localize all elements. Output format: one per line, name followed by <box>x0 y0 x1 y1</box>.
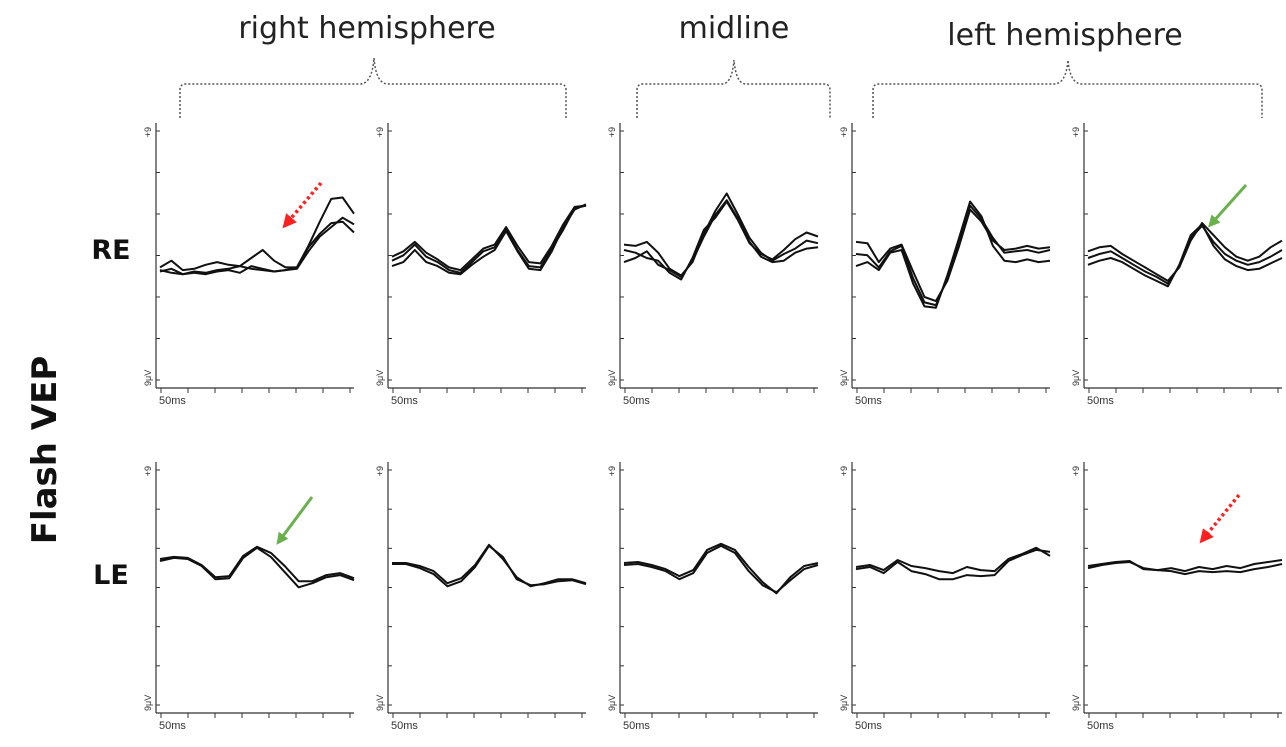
vep-panel-le-1: 50ms +9 9μV <box>143 462 355 732</box>
panel-y-top-label: +9 <box>839 127 849 137</box>
vep-panel-le-3: 50ms +9 9μV <box>607 462 819 732</box>
vep-trace-2 <box>1087 561 1283 576</box>
panel-y-unit-label: 9μV <box>143 695 153 711</box>
panel-x-tick-label: 50ms <box>623 720 650 732</box>
panel-y-unit-label: 9μV <box>375 695 385 711</box>
green-arrow <box>1207 183 1248 228</box>
red-dotted-arrow <box>282 181 323 229</box>
vep-trace-2 <box>159 546 355 589</box>
panel-y-top-label: +9 <box>143 127 153 137</box>
panels: 50ms+99μV50ms+99μV50ms+99μV50ms+99μV50ms… <box>143 123 1283 732</box>
vep-trace-2 <box>392 543 587 588</box>
panel-y-top-label: +9 <box>607 466 617 476</box>
panel-x-tick-label: 50ms <box>1087 395 1114 407</box>
panel-y-top-label: +9 <box>375 127 385 137</box>
vep-panel-le-2: 50ms +9 9μV <box>375 462 587 732</box>
vep-trace-3 <box>391 204 587 272</box>
panel-y-unit-label: 9μV <box>143 370 153 386</box>
group-label-midline: midline <box>679 11 790 46</box>
vep-panel-re-1: 50ms +9 9μV <box>143 123 355 407</box>
vep-trace-2 <box>623 192 819 277</box>
panel-y-unit-label: 9μV <box>1071 370 1081 386</box>
panel-x-tick-label: 50ms <box>391 720 418 732</box>
panel-x-tick-label: 50ms <box>855 395 882 407</box>
vep-trace-2 <box>623 542 819 595</box>
panel-y-unit-label: 9μV <box>839 370 849 386</box>
panel-x-tick-label: 50ms <box>159 395 186 407</box>
vep-panel-le-4: 50ms +9 9μV <box>839 462 1051 732</box>
panel-y-unit-label: 9μV <box>607 370 617 386</box>
vep-trace-1 <box>623 544 819 594</box>
panel-x-tick-label: 50ms <box>1087 720 1114 732</box>
row-label-re: RE <box>91 235 130 266</box>
panel-y-unit-label: 9μV <box>375 370 385 386</box>
y-axis-title: Flash VEP <box>25 356 65 545</box>
vep-panel-le-5: 50ms +9 9μV <box>1071 462 1283 732</box>
panel-x-tick-label: 50ms <box>623 395 650 407</box>
panel-x-tick-label: 50ms <box>391 395 418 407</box>
panel-y-unit-label: 9μV <box>607 695 617 711</box>
vep-trace-2 <box>855 548 1051 581</box>
vep-panel-re-3: 50ms +9 9μV <box>607 123 819 407</box>
vep-trace-1 <box>855 546 1051 575</box>
vep-panel-re-2: 50ms +9 9μV <box>375 123 587 407</box>
panel-y-top-label: +9 <box>1071 466 1081 476</box>
vep-trace-1 <box>159 220 355 272</box>
row-label-le: LE <box>93 560 129 591</box>
vep-trace-2 <box>391 203 587 276</box>
vep-trace-3 <box>623 199 819 278</box>
vep-panel-re-5: 50ms +9 9μV <box>1071 123 1283 407</box>
panel-y-unit-label: 9μV <box>1071 695 1081 711</box>
panel-y-top-label: +9 <box>143 466 153 476</box>
brace-left-hemisphere <box>872 59 1263 118</box>
panel-y-unit-label: 9μV <box>839 695 849 711</box>
panel-y-top-label: +9 <box>839 466 849 476</box>
group-label-right-hemisphere: right hemisphere <box>238 11 495 46</box>
vep-trace-3 <box>855 200 1051 309</box>
red-dotted-arrow <box>1199 493 1241 544</box>
vep-trace-2 <box>159 216 355 276</box>
panel-y-top-label: +9 <box>375 466 385 476</box>
vep-panel-re-4: 50ms +9 9μV <box>839 123 1051 407</box>
green-arrow <box>276 496 314 545</box>
vep-trace-3 <box>1087 223 1283 288</box>
panel-x-tick-label: 50ms <box>855 720 882 732</box>
vep-trace-1 <box>623 200 819 281</box>
panel-x-tick-label: 50ms <box>159 720 186 732</box>
group-label-left-hemisphere: left hemisphere <box>947 18 1182 53</box>
vep-trace-3 <box>159 196 355 276</box>
brace-right-hemisphere <box>179 57 567 118</box>
vep-trace-1 <box>159 545 355 583</box>
brace-midline <box>636 59 831 118</box>
panel-y-top-label: +9 <box>607 127 617 137</box>
panel-y-top-label: +9 <box>1071 127 1081 137</box>
vep-trace-1 <box>855 208 1051 303</box>
